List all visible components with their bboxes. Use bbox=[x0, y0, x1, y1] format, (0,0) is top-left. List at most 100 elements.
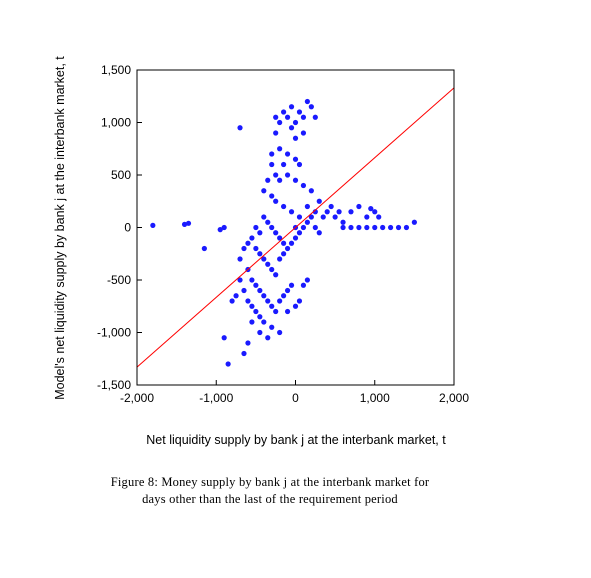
data-point bbox=[237, 277, 243, 283]
y-tick-label: 500 bbox=[111, 168, 131, 182]
data-point bbox=[304, 219, 310, 225]
x-tick-label: 0 bbox=[292, 391, 299, 405]
data-point bbox=[273, 230, 279, 236]
data-point bbox=[364, 224, 370, 231]
data-point bbox=[364, 214, 370, 220]
data-point bbox=[332, 214, 338, 220]
data-point bbox=[150, 222, 156, 228]
data-point bbox=[261, 256, 267, 262]
y-axis-title: Model's net liquidity supply by bank j a… bbox=[53, 56, 67, 400]
data-point bbox=[288, 125, 295, 131]
data-point bbox=[316, 198, 322, 204]
data-point bbox=[249, 319, 255, 325]
data-point bbox=[340, 219, 346, 225]
data-point bbox=[281, 293, 287, 299]
data-point bbox=[288, 282, 295, 288]
data-point bbox=[221, 224, 227, 231]
data-point bbox=[348, 209, 354, 215]
x-tick-label: 1,000 bbox=[360, 391, 390, 405]
data-point bbox=[336, 209, 342, 215]
data-point bbox=[372, 224, 378, 231]
data-point bbox=[269, 324, 275, 330]
data-point bbox=[269, 266, 275, 273]
data-point bbox=[304, 98, 310, 105]
data-point bbox=[269, 224, 275, 231]
data-point bbox=[296, 109, 303, 115]
data-point bbox=[300, 130, 307, 136]
data-point bbox=[245, 240, 251, 246]
data-point bbox=[269, 193, 275, 199]
data-point bbox=[411, 219, 417, 225]
data-point bbox=[292, 303, 299, 309]
data-point bbox=[304, 203, 310, 210]
x-tick-label: 2,000 bbox=[439, 391, 469, 405]
data-point bbox=[241, 245, 247, 252]
data-point bbox=[380, 224, 386, 231]
data-point bbox=[388, 224, 394, 231]
data-point bbox=[340, 224, 346, 231]
data-point bbox=[269, 161, 275, 168]
y-tick-label: -1,000 bbox=[97, 326, 131, 340]
data-point bbox=[265, 298, 271, 304]
data-point bbox=[277, 177, 283, 183]
data-point bbox=[237, 256, 243, 262]
data-point bbox=[368, 206, 374, 212]
data-point bbox=[273, 130, 279, 136]
data-point bbox=[217, 227, 223, 233]
data-point bbox=[257, 314, 263, 320]
data-point bbox=[395, 224, 402, 231]
data-point bbox=[281, 109, 287, 115]
data-point bbox=[257, 329, 263, 336]
data-point bbox=[229, 298, 235, 304]
data-point bbox=[225, 361, 231, 367]
data-point bbox=[284, 287, 291, 294]
data-point bbox=[261, 214, 267, 220]
data-point bbox=[284, 114, 291, 120]
data-point bbox=[288, 209, 295, 215]
data-point bbox=[356, 224, 362, 231]
data-point bbox=[261, 319, 267, 325]
data-point bbox=[281, 203, 287, 210]
data-point bbox=[320, 214, 326, 220]
data-point bbox=[253, 245, 259, 252]
data-point bbox=[284, 151, 291, 157]
data-point bbox=[273, 172, 279, 178]
data-point bbox=[292, 135, 299, 141]
data-point bbox=[253, 282, 259, 288]
data-point bbox=[249, 235, 255, 241]
data-point bbox=[265, 177, 271, 183]
data-point bbox=[181, 221, 188, 227]
data-point bbox=[300, 114, 307, 120]
data-point bbox=[277, 146, 283, 152]
x-axis: -2,000 -1,000 0 1,000 2,000 bbox=[120, 380, 469, 405]
data-point bbox=[348, 224, 354, 231]
data-point bbox=[241, 350, 247, 357]
data-point bbox=[253, 224, 259, 231]
data-point bbox=[273, 114, 279, 120]
y-tick-label: -500 bbox=[107, 273, 131, 287]
scatter-chart: -2,000 -1,000 0 1,000 2,000 -1,500 -1,000 -500… bbox=[53, 56, 469, 447]
data-point bbox=[269, 303, 275, 309]
data-point bbox=[312, 209, 318, 215]
data-point bbox=[308, 104, 314, 110]
data-point bbox=[403, 224, 410, 231]
data-point bbox=[288, 104, 295, 110]
y-tick-label: 0 bbox=[124, 221, 131, 235]
data-point bbox=[300, 224, 307, 231]
x-axis-title: Net liquidity supply by bank j at the in… bbox=[146, 433, 446, 447]
data-point bbox=[292, 177, 299, 183]
data-point bbox=[269, 151, 275, 157]
data-point bbox=[284, 245, 291, 252]
data-point bbox=[372, 209, 378, 215]
x-tick-label: -1,000 bbox=[199, 391, 233, 405]
caption-line-1: Figure 8: Money supply by bank j at the … bbox=[110, 475, 430, 489]
data-point bbox=[292, 119, 299, 126]
data-point bbox=[300, 282, 307, 288]
points-layer bbox=[150, 98, 417, 367]
data-point bbox=[308, 188, 314, 194]
data-point bbox=[308, 214, 314, 220]
data-point bbox=[237, 125, 243, 131]
y-tick-label: -1,500 bbox=[97, 378, 131, 392]
data-point bbox=[253, 308, 259, 315]
